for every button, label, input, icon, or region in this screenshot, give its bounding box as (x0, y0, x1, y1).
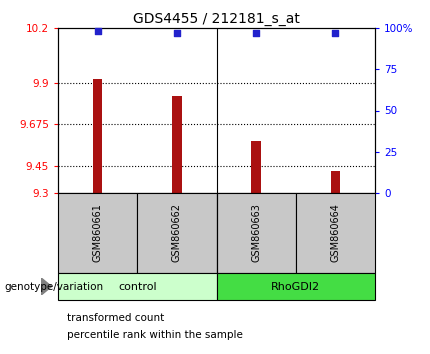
Point (173, 30, 180, 36)
Text: RhoGDI2: RhoGDI2 (271, 281, 320, 291)
Text: GSM860662: GSM860662 (172, 204, 182, 263)
Text: genotype/variation: genotype/variation (4, 281, 104, 291)
Text: percentile rank within the sample: percentile rank within the sample (67, 330, 243, 341)
Bar (331, 171, 340, 193)
Bar (58, 273, 216, 300)
Title: GDS4455 / 212181_s_at: GDS4455 / 212181_s_at (133, 12, 300, 25)
Bar (252, 141, 261, 193)
Text: GSM860663: GSM860663 (251, 204, 261, 262)
Point (94, 28, 101, 34)
Text: GSM860661: GSM860661 (92, 204, 103, 262)
Text: transformed count: transformed count (67, 313, 164, 323)
Point (332, 30, 339, 36)
Bar (93, 79, 102, 193)
Text: control: control (118, 281, 157, 291)
Bar (216, 193, 296, 273)
Text: GSM860664: GSM860664 (330, 204, 341, 262)
Bar (137, 193, 216, 273)
Bar (216, 273, 375, 300)
Bar (58, 193, 137, 273)
Bar (172, 96, 181, 193)
Point (253, 30, 260, 36)
Polygon shape (41, 278, 52, 295)
Bar (296, 193, 375, 273)
